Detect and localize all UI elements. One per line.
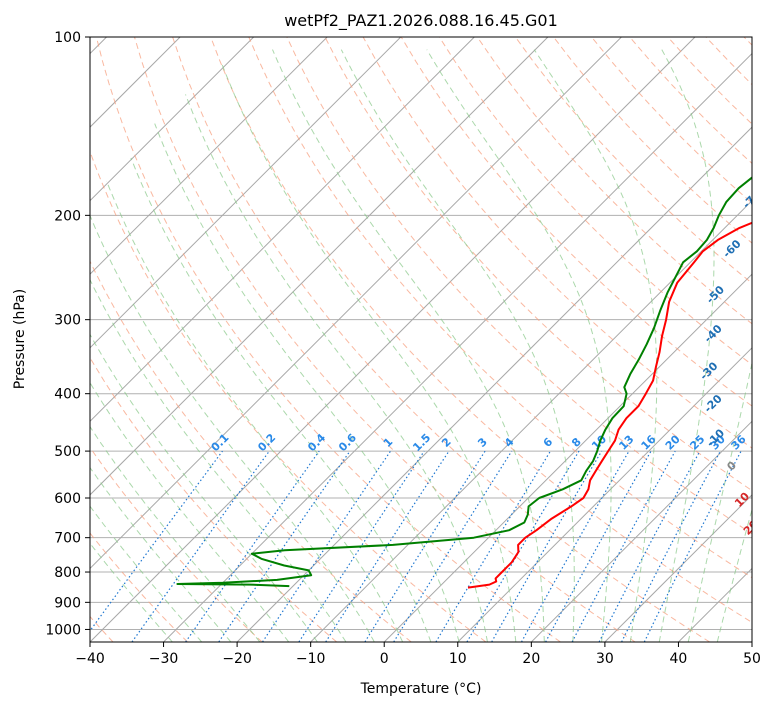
mixing-ratio-line: [218, 450, 351, 642]
dry-adiabats: [90, 37, 752, 642]
dry-adiabat: [172, 37, 710, 642]
plot-area: 0.10.20.40.611.52346810131620253036-100-…: [90, 37, 763, 642]
y-tick-label: 500: [54, 444, 81, 460]
isotherm-line: [90, 37, 255, 202]
dry-adiabat: [286, 37, 752, 535]
moist-adiabat: [272, 49, 545, 642]
dewpoint-trace: [176, 176, 752, 588]
isotherm-line: [457, 347, 752, 642]
dry-adiabat: [90, 446, 263, 642]
y-tick-label: 700: [54, 531, 81, 547]
y-tick-label: 100: [54, 30, 81, 46]
isotherm-line: [90, 37, 475, 423]
dry-adiabat: [210, 37, 752, 623]
isotherm-line: [383, 273, 752, 642]
mixing-ratio-line: [298, 450, 425, 642]
moist-adiabat: [185, 94, 488, 642]
isotherm-line: [310, 199, 752, 642]
mixing-ratio-lines: [90, 450, 742, 642]
y-tick-label: 400: [54, 387, 81, 403]
dry-adiabat: [90, 356, 338, 642]
moist-adiabat: [154, 123, 460, 642]
mixing-ratio-line: [393, 450, 513, 642]
mixing-ratio-line: [185, 450, 320, 642]
x-tick-label: 50: [743, 651, 761, 667]
isotherm-line: [236, 126, 752, 642]
moist-adiabat: [90, 278, 347, 642]
moist-adiabats: [90, 49, 752, 642]
dry-adiabat: [90, 260, 412, 642]
moist-adiabat: [90, 214, 375, 642]
moist-adiabat: [106, 180, 404, 642]
y-tick-label: 600: [54, 491, 81, 507]
x-tick-label: 40: [670, 651, 688, 667]
mixing-ratio-line: [325, 450, 450, 642]
moist-adiabat: [426, 49, 612, 642]
isotherm-line: [90, 37, 328, 275]
x-tick-label: 0: [380, 651, 389, 667]
moist-adiabat: [658, 49, 715, 642]
mixing-ratio-line: [643, 450, 742, 642]
x-tick-label: 30: [596, 651, 614, 667]
moist-adiabat: [90, 542, 173, 642]
moist-adiabat: [90, 505, 203, 642]
y-axis-ticks: 100 200 300 400 500 600 700 800 900 1000: [45, 30, 90, 638]
mixing-ratio-line: [90, 450, 223, 632]
y-axis-title: Pressure (hPa): [12, 289, 28, 389]
moist-adiabat: [90, 333, 318, 642]
mixing-ratio-line: [545, 450, 652, 642]
moist-adiabat: [90, 381, 290, 642]
mixing-ratio-line: [261, 450, 391, 642]
dry-adiabat: [248, 37, 752, 579]
moist-adiabat: [130, 157, 432, 642]
mixing-ratio-line: [571, 450, 676, 642]
isotherm-line: [90, 37, 696, 642]
moist-adiabat: [687, 360, 752, 642]
dry-adiabat: [324, 37, 752, 492]
mixing-ratio-line: [131, 450, 270, 642]
x-tick-label: −20: [222, 651, 252, 667]
x-axis-ticks: −40 −30 −20 −10 0 10 20 30 40 50: [75, 642, 761, 667]
moist-adiabat: [716, 507, 752, 642]
y-tick-label: 900: [54, 595, 81, 611]
x-tick-label: 10: [449, 651, 467, 667]
moist-adiabat-label: 20: [741, 517, 761, 537]
isotherm-line: [604, 494, 752, 642]
plot-frame: [89, 36, 753, 643]
x-tick-label: −10: [296, 651, 326, 667]
sounding-traces: [176, 176, 752, 589]
y-tick-label: 200: [54, 208, 81, 224]
dry-adiabat-label: -70: [740, 188, 763, 211]
isotherm-line: [90, 37, 549, 496]
y-tick-label: 1000: [45, 622, 81, 638]
isobar-grid: [90, 37, 752, 630]
isotherm-line: [90, 37, 402, 349]
isotherm-line: [163, 52, 752, 642]
moist-adiabat: [220, 61, 517, 642]
moist-adiabat: [340, 49, 575, 642]
moist-adiabat: [533, 49, 658, 642]
moist-adiabat: [90, 466, 232, 642]
dry-adiabat: [95, 37, 561, 642]
moist-adiabat: [90, 425, 261, 642]
x-tick-label: −30: [149, 651, 179, 667]
temperature-trace: [467, 221, 752, 589]
mixing-ratio-line: [520, 450, 630, 642]
y-tick-label: 300: [54, 313, 81, 329]
chart-title: wetPf2_PAZ1.2026.088.16.45.G01: [284, 11, 558, 31]
isotherm-line: [530, 420, 752, 642]
x-tick-label: −40: [75, 651, 105, 667]
x-tick-label: 20: [522, 651, 540, 667]
x-axis-title: Temperature (°C): [360, 681, 482, 697]
y-tick-label: 800: [54, 565, 81, 581]
